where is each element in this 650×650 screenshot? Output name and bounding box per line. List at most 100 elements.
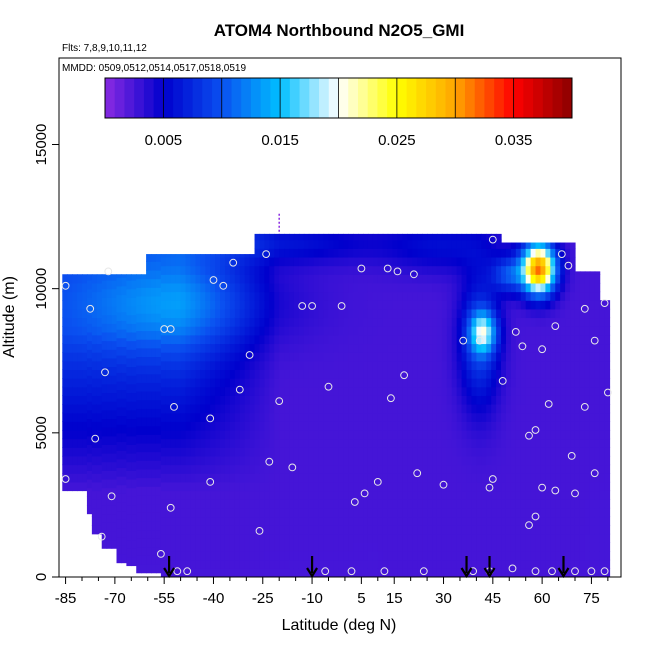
heatmap-cell — [481, 369, 487, 379]
heatmap-cell — [308, 274, 315, 284]
heatmap-cell — [249, 490, 256, 500]
heatmap-cell — [136, 274, 142, 280]
heatmap-cell — [234, 317, 241, 327]
heatmap-cell — [530, 274, 537, 284]
heatmap-cell — [377, 542, 384, 552]
heatmap-cell — [550, 412, 556, 422]
heatmap-cell — [501, 464, 507, 474]
heatmap-cell — [451, 308, 458, 319]
observation-point — [288, 463, 297, 472]
heatmap-cell — [363, 326, 369, 336]
heatmap-cell — [545, 274, 551, 284]
heatmap-cell — [229, 490, 236, 500]
heatmap-cell — [224, 525, 231, 535]
heatmap-cell — [215, 464, 221, 474]
heatmap-cell — [476, 447, 482, 457]
heatmap-cell — [417, 490, 423, 500]
heatmap-cell — [338, 429, 344, 440]
heatmap-cell — [589, 525, 596, 535]
heatmap-cell — [200, 352, 206, 362]
heatmap-cell — [328, 300, 335, 310]
heatmap-cell — [116, 441, 123, 451]
heatmap-cell — [486, 248, 492, 258]
heatmap-cell — [86, 504, 93, 515]
heatmap-cell — [303, 525, 310, 535]
heatmap-cell — [510, 551, 517, 561]
heatmap-cell — [151, 347, 157, 358]
heatmap-cell — [520, 429, 527, 440]
heatmap-cell — [86, 331, 93, 342]
heatmap-cell — [372, 516, 379, 526]
heatmap-cell — [200, 378, 206, 388]
heatmap-cell — [205, 334, 211, 345]
heatmap-cell — [353, 248, 359, 258]
heatmap-cell — [229, 481, 236, 492]
heatmap-cell — [584, 308, 591, 319]
heatmap-cell — [269, 256, 275, 267]
heatmap-cell — [160, 317, 167, 327]
heatmap-cell — [289, 464, 295, 474]
heatmap-cell — [289, 447, 295, 457]
heatmap-cell — [284, 490, 290, 500]
heatmap-cell — [545, 421, 551, 431]
heatmap-cell — [555, 481, 561, 492]
heatmap-cell — [525, 378, 532, 388]
heatmap-cell — [417, 533, 423, 543]
heatmap-cell — [244, 481, 251, 492]
colorbar-segment — [503, 78, 515, 118]
heatmap-cell — [121, 476, 127, 486]
heatmap-cell — [318, 239, 325, 249]
heatmap-cell — [72, 291, 78, 301]
heatmap-cell — [604, 516, 611, 526]
heatmap-cell — [417, 233, 423, 241]
heatmap-cell — [205, 274, 211, 284]
heatmap-cell — [146, 538, 152, 548]
heatmap-cell — [594, 421, 601, 431]
heatmap-cell — [111, 461, 118, 471]
heatmap-cell — [298, 291, 305, 301]
heatmap-cell — [62, 447, 68, 457]
heatmap-cell — [486, 282, 492, 293]
heatmap-cell — [461, 542, 468, 552]
heatmap-cell — [289, 369, 295, 379]
heatmap-cell — [190, 542, 196, 552]
heatmap-cell — [254, 455, 261, 466]
heatmap-cell — [367, 473, 374, 483]
heatmap-cell — [348, 265, 354, 275]
heatmap-cell — [303, 404, 310, 414]
heatmap-cell — [146, 442, 152, 453]
heatmap-cell — [155, 468, 162, 479]
heatmap-cell — [170, 473, 177, 483]
heatmap-cell — [318, 568, 325, 577]
heatmap-cell — [200, 254, 206, 258]
heatmap-cell — [432, 334, 438, 345]
heatmap-cell — [501, 334, 507, 345]
heatmap-cell — [451, 490, 458, 500]
heatmap-cell — [486, 525, 492, 535]
heatmap-cell — [481, 291, 487, 301]
heatmap-cell — [259, 490, 266, 500]
heatmap-cell — [249, 395, 256, 405]
heatmap-cell — [141, 503, 147, 513]
heatmap-cell — [481, 429, 487, 440]
heatmap-cell — [377, 499, 384, 509]
heatmap-cell — [170, 464, 177, 474]
heatmap-cell — [412, 248, 418, 258]
heatmap-cell — [476, 559, 482, 569]
heatmap-cell — [510, 568, 517, 577]
heatmap-cell — [363, 499, 369, 509]
heatmap-cell — [392, 360, 399, 370]
heatmap-cell — [323, 308, 330, 319]
heatmap-cell — [353, 334, 359, 345]
heatmap-cell — [155, 254, 162, 262]
heatmap-cell — [303, 490, 310, 500]
heatmap-cell — [293, 369, 300, 379]
heatmap-cell — [367, 447, 374, 457]
heatmap-cell — [402, 274, 408, 284]
heatmap-cell — [234, 533, 241, 543]
heatmap-cell — [520, 242, 527, 249]
heatmap-cell — [220, 334, 226, 345]
heatmap-cell — [308, 490, 315, 500]
heatmap-cell — [126, 427, 132, 437]
heatmap-cell — [195, 542, 201, 552]
